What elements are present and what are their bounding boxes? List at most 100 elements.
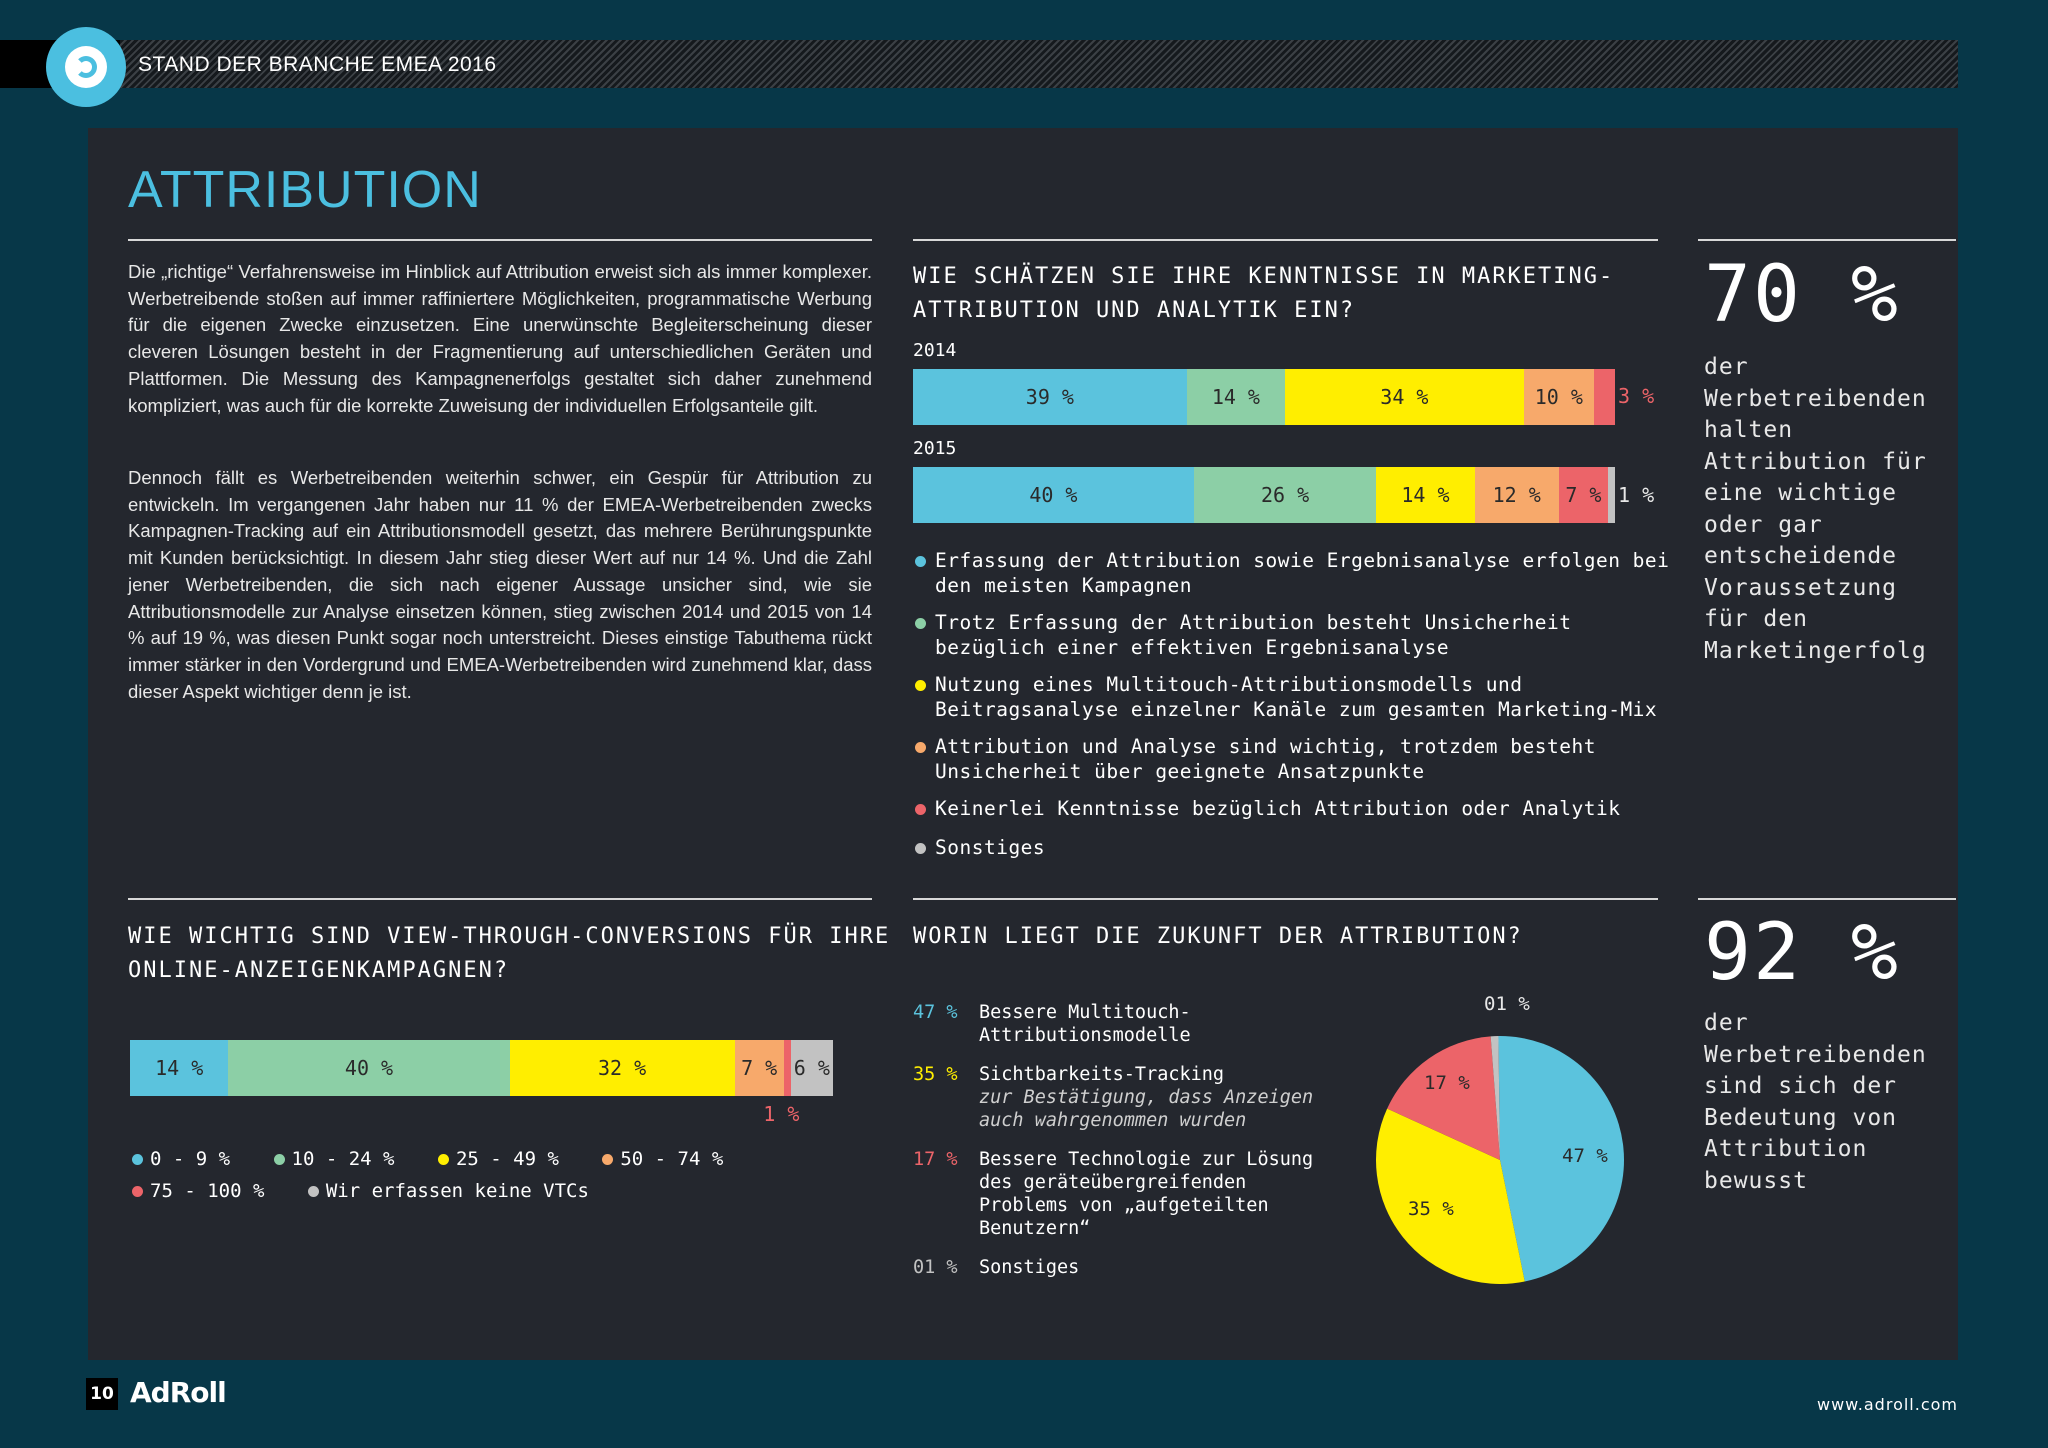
bar-segment: 34 % <box>1285 369 1524 425</box>
vtc-bar-segment: 6 % <box>790 1040 833 1096</box>
bar-segment: 40 % <box>913 467 1194 523</box>
legend-item: Attribution und Analyse sind wichtig, tr… <box>913 734 1673 784</box>
future-line: Attributionsmodelle <box>979 1025 1191 1046</box>
vtc-legend-item: 0 - 9 % <box>130 1148 230 1170</box>
vtc-legend-text: 0 - 9 % <box>150 1148 231 1170</box>
legend-text: Unsicherheit über geeignete Ansatzpunkte <box>935 760 1425 783</box>
legend-text: Attribution und Analyse sind wichtig, tr… <box>935 735 1596 758</box>
q2-title-line1: WIE WICHTIG SIND VIEW-THROUGH-CONVERSION… <box>128 924 891 949</box>
pie-label-17: 17 % <box>1424 1072 1470 1094</box>
future-item-4: 01 % Sonstiges <box>913 1256 1353 1279</box>
vtc-legend-item: 10 - 24 % <box>272 1148 395 1170</box>
stat2-number: 92 % <box>1704 908 1900 998</box>
pie-slice <box>1376 1108 1525 1284</box>
bar-segment: 26 % <box>1193 467 1377 523</box>
future-pct: 17 % <box>913 1149 958 1170</box>
vtc-legend-text: Wir erfassen keine VTCs <box>325 1180 589 1202</box>
vtc-legend-text: 25 - 49 % <box>455 1148 559 1170</box>
future-line: Bessere Technologie zur Lösung <box>979 1149 1314 1170</box>
legend-text: Sonstiges <box>935 836 1046 859</box>
divider-stat1 <box>1698 239 1956 241</box>
future-text: Bessere Multitouch- Attributionsmodelle <box>979 1001 1353 1047</box>
legend-item: Erfassung der Attribution sowie Ergebnis… <box>913 548 1673 598</box>
pie-slice <box>1387 1036 1500 1160</box>
future-pie-chart <box>1376 1036 1624 1284</box>
bar-2014-outside-label: 3 % <box>1618 384 1655 408</box>
legend-dot-icon <box>915 680 926 691</box>
vtc-legend-item: Wir erfassen keine VTCs <box>306 1180 589 1202</box>
legend-item: Nutzung eines Multitouch-Attributionsmod… <box>913 672 1673 722</box>
future-line: Sonstiges <box>979 1257 1080 1278</box>
pie-label-47: 47 % <box>1562 1145 1608 1167</box>
pie-label-other: 01 % <box>1484 993 1530 1015</box>
stat1-number: 70 % <box>1704 250 1900 340</box>
vtc-bar: 14 % 40 % 32 % 7 % 6 % <box>130 1040 833 1096</box>
bar-segment: 7 % <box>1558 467 1608 523</box>
vtc-legend-item: 50 - 74 % <box>600 1148 723 1170</box>
legend-text: Erfassung der Attribution sowie Ergebnis… <box>935 549 1670 572</box>
pie-slice <box>1498 1036 1624 1282</box>
divider-q2 <box>128 898 872 900</box>
q1-title-line1: WIE SCHÄTZEN SIE IHRE KENNTNISSE IN MARK… <box>913 264 1615 289</box>
bar-segment: 14 % <box>1376 467 1475 523</box>
legend-text: Nutzung eines Multitouch-Attributionsmod… <box>935 673 1523 696</box>
legend-text: bezüglich einer effektiven Ergebnisanaly… <box>935 636 1450 659</box>
divider-q3 <box>913 898 1658 900</box>
q2-title-line2: ONLINE-ANZEIGENKAMPAGNEN? <box>128 958 510 983</box>
logo-inner <box>65 46 107 88</box>
legend-dot-icon <box>307 1186 319 1197</box>
vtc-bar-segment: 32 % <box>509 1040 735 1096</box>
legend-dot-icon <box>273 1154 285 1165</box>
divider-q1 <box>913 239 1658 241</box>
content-panel <box>88 128 1958 1360</box>
q1-title-line2: ATTRIBUTION UND ANALYTIK EIN? <box>913 298 1356 323</box>
pie-label-35: 35 % <box>1408 1198 1454 1220</box>
future-text: Bessere Technologie zur Lösung des geräte… <box>979 1148 1353 1240</box>
legend-dot-icon <box>915 742 926 753</box>
future-subline: zur Bestätigung, dass Anzeigen <box>979 1087 1314 1108</box>
vtc-legend-item: 75 - 100 % <box>130 1180 264 1202</box>
future-item-2: 35 % Sichtbarkeits-Tracking zur Bestätigu… <box>913 1063 1353 1132</box>
bar-segment: 10 % <box>1523 369 1594 425</box>
page-number: 10 <box>86 1378 118 1410</box>
intro-paragraph-2: Dennoch fällt es Werbetreibenden weiterh… <box>128 467 872 702</box>
year-label-2014: 2014 <box>913 340 957 361</box>
future-line: Problems von „aufgeteilten <box>979 1195 1269 1216</box>
stat2-text: der Werbetreibenden sind sich der Bedeut… <box>1704 1010 1927 1194</box>
bar-2015-outside-label: 1 % <box>1618 483 1655 507</box>
future-pct: 01 % <box>913 1257 958 1278</box>
future-line: Benutzern“ <box>979 1218 1091 1239</box>
q1-legend: Erfassung der Attribution sowie Ergebnis… <box>913 548 1673 860</box>
vtc-legend-text: 10 - 24 % <box>291 1148 395 1170</box>
future-line: Bessere Multitouch- <box>979 1002 1191 1023</box>
q1-title: WIE SCHÄTZEN SIE IHRE KENNTNISSE IN MARK… <box>913 260 1614 328</box>
legend-text: den meisten Kampagnen <box>935 574 1193 597</box>
bar-2015: 40 % 26 % 14 % 12 % 7 % <box>913 467 1615 523</box>
vtc-bar-segment: 7 % <box>734 1040 784 1096</box>
future-line: Sichtbarkeits-Tracking <box>979 1064 1225 1085</box>
header-title: STAND DER BRANCHE EMEA 2016 <box>138 53 497 76</box>
legend-dot-icon <box>915 618 926 629</box>
legend-text: Keinerlei Kenntnisse bezüglich Attributi… <box>935 797 1621 820</box>
vtc-bar-segment: 40 % <box>228 1040 510 1096</box>
future-line: des geräteübergreifenden <box>979 1172 1247 1193</box>
legend-dot-icon <box>915 556 926 567</box>
bar-segment: 12 % <box>1474 467 1559 523</box>
vtc-legend-text: 75 - 100 % <box>150 1180 265 1202</box>
q3-title: WORIN LIEGT DIE ZUKUNFT DER ATTRIBUTION? <box>913 924 1523 949</box>
legend-item: Keinerlei Kenntnisse bezüglich Attributi… <box>913 796 1673 821</box>
logo-glyph <box>75 56 97 78</box>
bar-2014: 39 % 14 % 34 % 10 % <box>913 369 1615 425</box>
vtc-legend-text: 50 - 74 % <box>620 1148 724 1170</box>
future-pct: 47 % <box>913 1002 958 1023</box>
adroll-logo-icon <box>46 27 126 107</box>
bar-segment: 39 % <box>913 369 1187 425</box>
bar-segment: 14 % <box>1186 369 1286 425</box>
future-text: Sonstiges <box>979 1256 1353 1279</box>
vtc-bar-outside-label: 1 % <box>763 1102 800 1126</box>
future-item-3: 17 % Bessere Technologie zur Lösung des g… <box>913 1148 1353 1240</box>
vtc-bar-segment <box>783 1040 791 1096</box>
pie-slice <box>1490 1036 1500 1160</box>
legend-item: Sonstiges <box>913 835 1673 860</box>
legend-text: Beitragsanalyse einzelner Kanäle zum ges… <box>935 698 1658 721</box>
